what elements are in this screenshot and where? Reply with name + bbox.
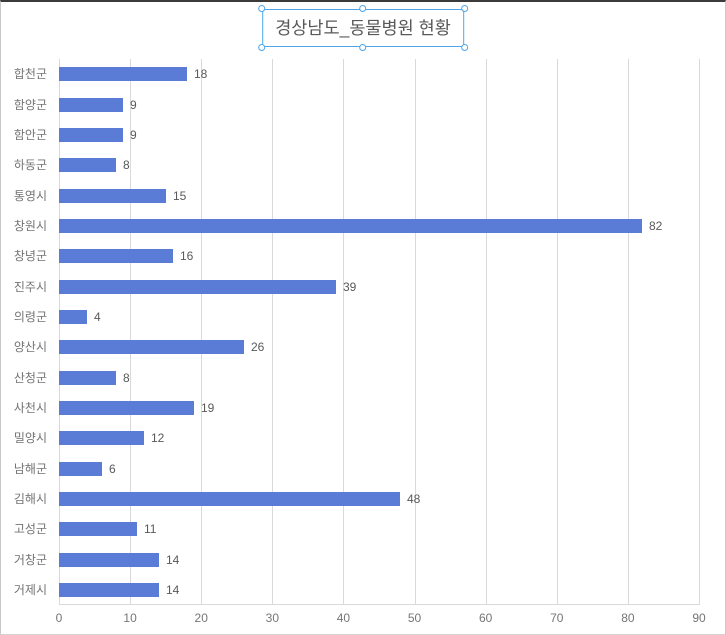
- gridline: [272, 59, 273, 605]
- category-label: 거창군: [13, 553, 47, 567]
- bar[interactable]: [59, 401, 194, 415]
- bar[interactable]: [59, 431, 144, 445]
- gridline: [699, 59, 700, 605]
- x-tick-label: 20: [194, 611, 208, 625]
- gridline: [486, 59, 487, 605]
- category-label: 남해군: [13, 462, 47, 476]
- category-label: 진주시: [13, 280, 47, 294]
- category-label: 의령군: [13, 310, 47, 324]
- chart-title-box[interactable]: 경상남도_동물병원 현황: [258, 5, 468, 51]
- x-tick-label: 90: [692, 611, 706, 625]
- gridline: [59, 59, 60, 605]
- x-tick-label: 50: [407, 611, 422, 625]
- selection-handle-bottom-left[interactable]: [258, 44, 266, 51]
- selection-handle-top-left[interactable]: [258, 5, 266, 12]
- category-label: 창원시: [13, 219, 47, 233]
- bar-value-label: 4: [94, 310, 101, 324]
- bar-value-label: 6: [109, 462, 116, 476]
- bar[interactable]: [59, 158, 116, 172]
- bar-value-label: 8: [123, 371, 130, 385]
- category-label: 김해시: [13, 492, 47, 506]
- x-tick-label: 60: [478, 611, 493, 625]
- bar[interactable]: [59, 462, 102, 476]
- x-tick-label: 40: [336, 611, 351, 625]
- category-label: 산청군: [13, 371, 47, 385]
- gridline: [557, 59, 558, 605]
- bar-value-label: 18: [194, 67, 208, 81]
- selection-handle-bottom-middle[interactable]: [358, 44, 366, 51]
- bar[interactable]: [59, 67, 187, 81]
- bar-value-label: 9: [130, 128, 137, 142]
- x-tick-label: 70: [550, 611, 564, 625]
- bar[interactable]: [59, 128, 123, 142]
- bar-value-label: 26: [251, 340, 265, 354]
- bar-value-label: 8: [123, 158, 130, 172]
- gridline: [201, 59, 202, 605]
- bar[interactable]: [59, 310, 87, 324]
- x-tick-label: 80: [621, 611, 635, 625]
- bar-value-label: 39: [343, 280, 357, 294]
- bar[interactable]: [59, 371, 116, 385]
- gridline: [628, 59, 629, 605]
- bar-value-label: 19: [201, 401, 215, 415]
- bar-value-label: 48: [407, 492, 421, 506]
- category-label: 창녕군: [13, 249, 47, 263]
- bar-value-label: 16: [180, 249, 194, 263]
- x-tick-label: 10: [123, 611, 137, 625]
- category-label: 함양군: [13, 98, 47, 112]
- category-label: 밀양시: [13, 431, 47, 445]
- selection-handle-bottom-right[interactable]: [460, 44, 468, 51]
- category-label: 고성군: [13, 522, 47, 536]
- bar-value-label: 11: [144, 522, 157, 536]
- category-label: 하동군: [13, 158, 47, 172]
- selection-handle-top-middle[interactable]: [358, 5, 366, 12]
- bar[interactable]: [59, 553, 159, 567]
- category-label: 사천시: [13, 401, 47, 415]
- gridline: [343, 59, 344, 605]
- bar-value-label: 15: [173, 189, 187, 203]
- bar[interactable]: [59, 98, 123, 112]
- selection-handle-top-right[interactable]: [460, 5, 468, 12]
- value-axis[interactable]: 0 10 20 30 40 50 60 70 80 90: [1, 610, 725, 628]
- chart-title[interactable]: 경상남도_동물병원 현황: [275, 18, 451, 38]
- category-label: 함안군: [13, 128, 47, 142]
- x-tick-label: 0: [55, 611, 63, 625]
- category-label: 거제시: [13, 583, 47, 597]
- gridline: [415, 59, 416, 605]
- bar-value-label: 12: [151, 431, 165, 445]
- category-label: 합천군: [13, 67, 47, 81]
- bar[interactable]: [59, 280, 336, 294]
- gridline: [130, 59, 131, 605]
- bar-value-label: 14: [166, 583, 180, 597]
- plot-area[interactable]: 18 9 9 8 15 82 16 39 4 26 8 19 12 6 48 11 14 14: [59, 59, 700, 605]
- bar-value-label: 82: [649, 219, 663, 233]
- bar-value-label: 14: [166, 553, 180, 567]
- bar[interactable]: [59, 492, 400, 506]
- x-tick-label: 30: [265, 611, 280, 625]
- bar-value-label: 9: [130, 98, 137, 112]
- bar[interactable]: [59, 583, 159, 597]
- bar[interactable]: [59, 340, 244, 354]
- bar[interactable]: [59, 522, 137, 536]
- bar[interactable]: [59, 189, 166, 203]
- category-label: 양산시: [13, 340, 47, 354]
- bar[interactable]: [59, 219, 642, 233]
- category-label: 통영시: [13, 189, 47, 203]
- bar[interactable]: [59, 249, 173, 263]
